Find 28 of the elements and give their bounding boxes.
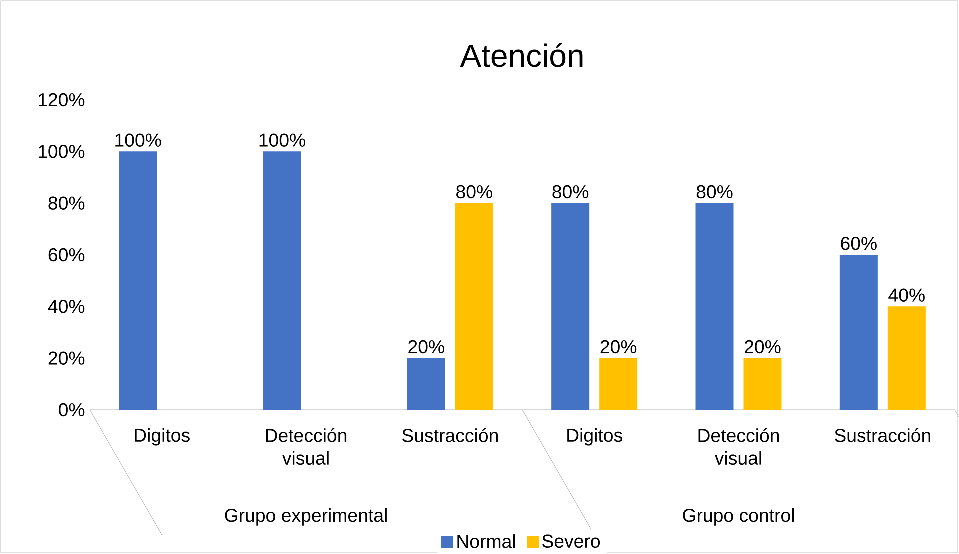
data-label: 80% — [456, 185, 492, 199]
data-label: 80% — [696, 185, 733, 199]
data-label: 100% — [116, 134, 162, 147]
y-tick-label: 40% — [48, 300, 85, 314]
legend-label: Normal — [458, 534, 516, 548]
data-label: 20% — [745, 340, 781, 354]
chart-title: Atención — [460, 43, 583, 68]
text: Grupo experimental — [225, 508, 387, 526]
x-tick-label: Detección visual — [266, 428, 347, 465]
x-tick-label: Sustracción — [402, 428, 498, 442]
y-tick-label: 20% — [48, 352, 85, 365]
y-tick-label: 120% — [38, 93, 85, 107]
legend-label: Severo — [542, 534, 600, 548]
x-tick-label: Digitos — [135, 428, 190, 446]
data-label: 40% — [888, 288, 925, 302]
text: Grupo control — [683, 508, 794, 526]
x-tick-label: Sustracción — [835, 428, 930, 442]
y-tick-label: 80% — [48, 196, 85, 210]
data-label: 20% — [600, 340, 637, 354]
y-tick-label: 100% — [38, 145, 85, 158]
data-label: 100% — [260, 134, 306, 147]
data-label: 80% — [552, 185, 589, 199]
data-label: 60% — [841, 237, 877, 250]
data-label: 20% — [408, 340, 444, 354]
x-tick-label: Detección visual — [698, 428, 780, 465]
x-tick-label: Digitos — [568, 428, 622, 446]
y-tick-label: 60% — [48, 248, 85, 262]
y-tick-label: 0% — [59, 403, 85, 417]
